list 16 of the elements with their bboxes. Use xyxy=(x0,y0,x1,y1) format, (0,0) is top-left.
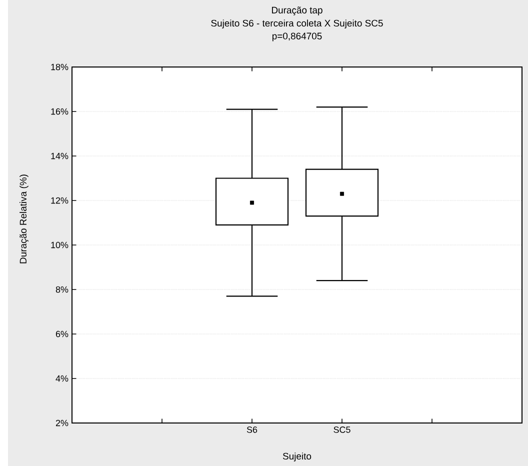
chart-title: Duração tap xyxy=(272,6,322,16)
y-tick-label: 14% xyxy=(51,152,68,160)
y-tick-label: 2% xyxy=(56,420,68,426)
y-tick-label: 8% xyxy=(56,286,68,293)
text: p=0,864705 xyxy=(272,32,322,42)
y-tick-label: 4% xyxy=(56,375,68,382)
y-tick-label: 10% xyxy=(51,242,68,248)
chart-subtitle: Sujeito S6 - terceira coleta X Sujeito SC5 xyxy=(211,20,383,28)
y-axis-title: Duração Relativa (%) xyxy=(20,174,28,264)
x-axis-title: Sujeito xyxy=(282,452,312,462)
y-tick-label: 16% xyxy=(51,108,68,115)
y-tick-label: 12% xyxy=(51,197,68,204)
y-tick-label: 6% xyxy=(56,330,68,338)
x-tick-label: SC5 xyxy=(334,426,350,433)
y-tick-label: 18% xyxy=(51,64,68,70)
x-tick-label: S6 xyxy=(246,426,258,433)
